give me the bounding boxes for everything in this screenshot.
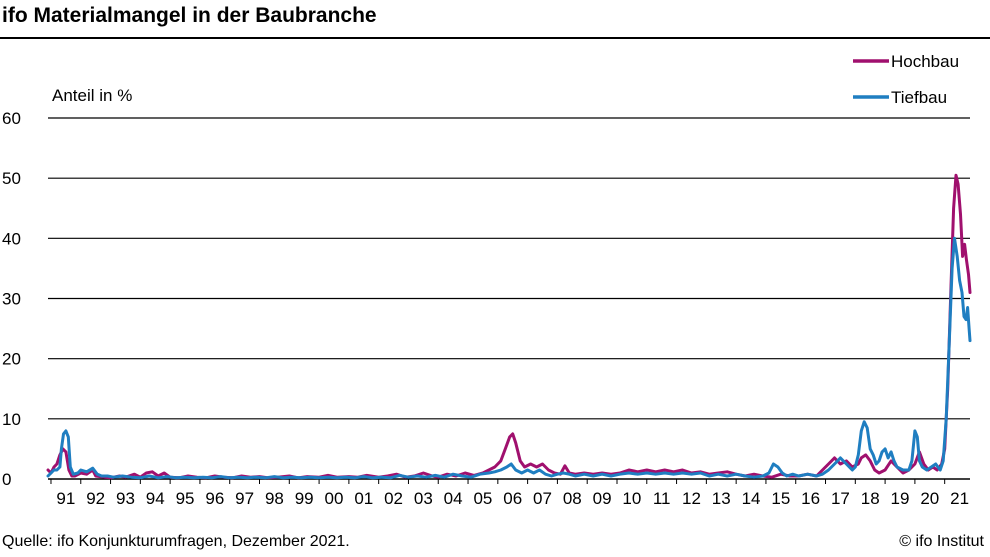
legend-label-hochbau: Hochbau xyxy=(891,52,959,71)
x-tick-label: 01 xyxy=(354,489,373,508)
x-tick-label: 02 xyxy=(384,489,403,508)
x-tick-label: 19 xyxy=(891,489,910,508)
x-tick-label: 99 xyxy=(295,489,314,508)
x-tick-label: 16 xyxy=(801,489,820,508)
x-tick-label: 95 xyxy=(176,489,195,508)
y-tick-label: 0 xyxy=(2,470,11,489)
series-line-tiefbau xyxy=(46,236,972,480)
x-tick-label: 91 xyxy=(56,489,75,508)
x-tick-label: 14 xyxy=(742,489,761,508)
y-tick-label: 10 xyxy=(2,410,21,429)
x-tick-label: 98 xyxy=(265,489,284,508)
series-line-hochbau xyxy=(46,173,972,480)
x-axis: 91 92 93 94 95 96 97 98 99 00 01 02 03 04 05 06 07 08 09 10… xyxy=(50,479,969,508)
source-note: Quelle: ifo Konjunkturumfragen, Dezember… xyxy=(2,533,350,550)
x-tick-label: 18 xyxy=(861,489,880,508)
x-tick-label: 05 xyxy=(473,489,492,508)
x-tick-label: 97 xyxy=(235,489,254,508)
x-tick-label: 10 xyxy=(622,489,641,508)
copyright-note: © ifo Institut xyxy=(899,533,984,550)
x-tick-label: 06 xyxy=(503,489,522,508)
x-tick-label: 07 xyxy=(533,489,552,508)
legend: Hochbau Tiefbau xyxy=(853,52,959,107)
x-tick-label: 94 xyxy=(146,489,165,508)
x-tick-label: 04 xyxy=(444,489,463,508)
x-tick-label: 13 xyxy=(712,489,731,508)
chart-series xyxy=(46,173,972,480)
x-tick-label: 08 xyxy=(563,489,582,508)
line-chart: 0 10 20 30 40 50 60 91 92 93 94 95 96 97 98 99 00 01 02 03… xyxy=(2,52,972,508)
y-axis-ticks: 0 10 20 30 40 50 60 xyxy=(2,109,21,489)
y-axis-label: Anteil in % xyxy=(52,86,132,105)
chart-title: ifo Materialmangel in der Baubranche xyxy=(2,4,377,27)
legend-label-tiefbau: Tiefbau xyxy=(891,88,947,107)
x-tick-label: 09 xyxy=(593,489,612,508)
x-tick-label: 15 xyxy=(771,489,790,508)
x-tick-label: 20 xyxy=(920,489,939,508)
grid-lines xyxy=(48,117,970,480)
x-tick-label: 96 xyxy=(205,489,224,508)
x-tick-label: 00 xyxy=(325,489,344,508)
y-tick-label: 40 xyxy=(2,229,21,248)
x-tick-label: 93 xyxy=(116,489,135,508)
title-rule xyxy=(0,37,990,39)
x-tick-label: 17 xyxy=(831,489,850,508)
y-tick-label: 20 xyxy=(2,350,21,369)
y-tick-label: 50 xyxy=(2,169,21,188)
y-tick-label: 30 xyxy=(2,290,21,309)
x-tick-label: 21 xyxy=(950,489,969,508)
x-tick-label: 12 xyxy=(682,489,701,508)
x-tick-label: 11 xyxy=(653,489,671,508)
x-tick-label: 03 xyxy=(414,489,433,508)
x-tick-label: 92 xyxy=(86,489,105,508)
y-tick-label: 60 xyxy=(2,109,21,128)
